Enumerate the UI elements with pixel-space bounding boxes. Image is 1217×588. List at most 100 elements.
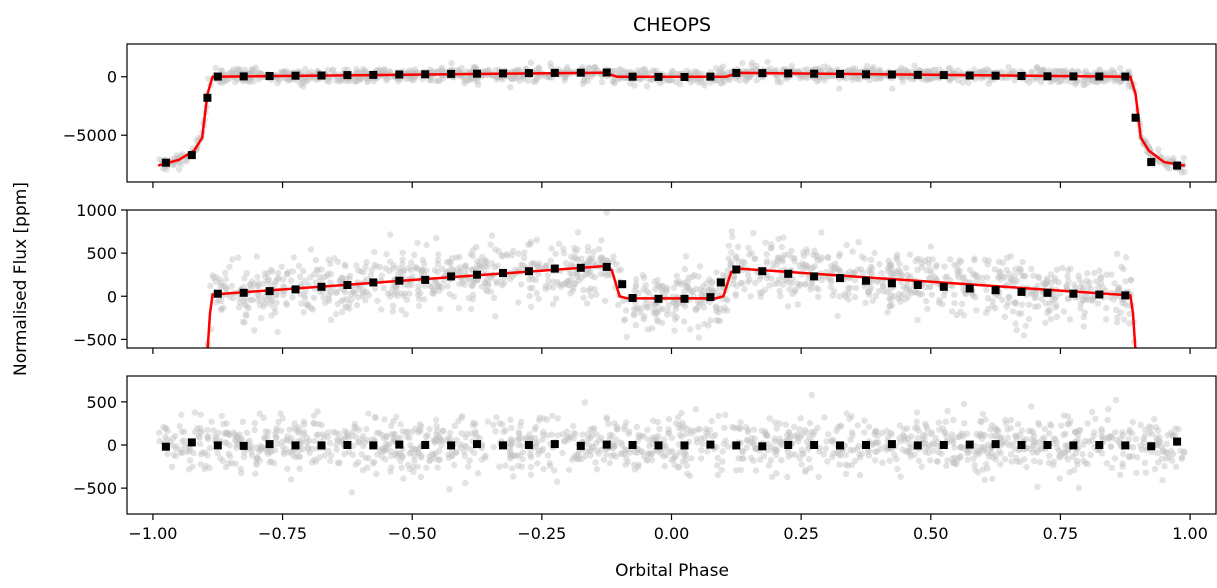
raw-point (693, 439, 701, 446)
raw-point (911, 289, 918, 296)
raw-point (302, 77, 310, 84)
raw-point (751, 255, 758, 262)
raw-point (470, 419, 477, 426)
raw-point (410, 77, 417, 84)
raw-point (1033, 75, 1041, 83)
raw-point (654, 276, 661, 284)
raw-point (432, 77, 439, 84)
raw-point (433, 431, 440, 438)
raw-point (395, 265, 403, 272)
raw-point (472, 421, 479, 428)
raw-point (222, 269, 229, 276)
raw-point (1016, 431, 1024, 439)
raw-point (343, 295, 351, 303)
raw-point (338, 297, 345, 305)
raw-point (749, 439, 756, 447)
raw-point (178, 411, 185, 418)
raw-point (316, 454, 323, 461)
raw-point (434, 437, 441, 444)
raw-point (162, 425, 170, 432)
raw-point (397, 457, 404, 465)
raw-point (484, 418, 491, 425)
raw-point (845, 296, 852, 303)
raw-point (574, 453, 581, 460)
raw-point (239, 418, 247, 425)
raw-point (177, 160, 185, 167)
raw-point (218, 412, 225, 420)
raw-point (589, 254, 596, 261)
raw-point (850, 269, 857, 276)
raw-point (725, 242, 733, 249)
raw-point (763, 250, 770, 258)
raw-point (1108, 433, 1115, 440)
raw-point (779, 281, 787, 288)
raw-point (336, 459, 343, 466)
raw-point (872, 292, 880, 300)
raw-point (341, 435, 348, 442)
raw-point (457, 268, 464, 275)
raw-point (415, 445, 422, 453)
raw-point (314, 431, 322, 438)
raw-point (340, 296, 347, 304)
raw-point (712, 303, 720, 310)
raw-point (457, 441, 464, 448)
raw-point (345, 434, 352, 441)
raw-point (949, 437, 956, 444)
raw-point (768, 241, 775, 248)
raw-point (205, 433, 212, 440)
raw-point (879, 282, 887, 290)
raw-point (869, 66, 876, 74)
raw-point (508, 465, 516, 472)
raw-point (1088, 437, 1096, 444)
raw-point (960, 400, 968, 408)
raw-point (591, 63, 599, 70)
raw-point (241, 275, 248, 282)
raw-point (778, 243, 785, 251)
raw-point (1037, 444, 1045, 452)
raw-point (1095, 283, 1102, 291)
raw-point (325, 291, 333, 299)
raw-point (626, 449, 633, 456)
binned-point (421, 275, 430, 284)
raw-point (918, 260, 926, 267)
raw-point (652, 434, 659, 441)
raw-point (609, 78, 616, 85)
raw-point (742, 77, 750, 85)
raw-point (248, 452, 256, 459)
raw-point (774, 255, 782, 262)
raw-point (381, 446, 389, 453)
x-tick-label: −0.75 (258, 524, 307, 543)
raw-point (857, 266, 865, 273)
raw-point (867, 269, 874, 276)
raw-point (712, 431, 719, 439)
raw-point (277, 410, 284, 417)
raw-point (534, 263, 541, 270)
raw-point (390, 418, 397, 425)
raw-point (552, 295, 560, 302)
raw-point (554, 478, 561, 485)
raw-point (397, 450, 405, 458)
binned-point (1147, 158, 1156, 167)
raw-point (784, 251, 792, 258)
raw-point (186, 448, 193, 455)
raw-point (666, 77, 674, 84)
raw-point (868, 441, 875, 449)
raw-point (1109, 66, 1116, 74)
raw-point (907, 273, 914, 280)
raw-point (980, 447, 987, 455)
raw-point (310, 419, 317, 427)
raw-point (1059, 264, 1066, 272)
raw-point (242, 295, 250, 302)
raw-point (904, 68, 911, 75)
raw-point (295, 452, 302, 460)
raw-point (491, 264, 498, 271)
binned-point (602, 68, 611, 77)
raw-point (488, 232, 496, 239)
raw-point (223, 77, 230, 84)
raw-point (915, 427, 922, 435)
raw-point (1032, 289, 1040, 296)
raw-point (796, 434, 804, 441)
raw-point (799, 260, 806, 267)
raw-point (291, 420, 298, 427)
raw-point (493, 278, 501, 285)
